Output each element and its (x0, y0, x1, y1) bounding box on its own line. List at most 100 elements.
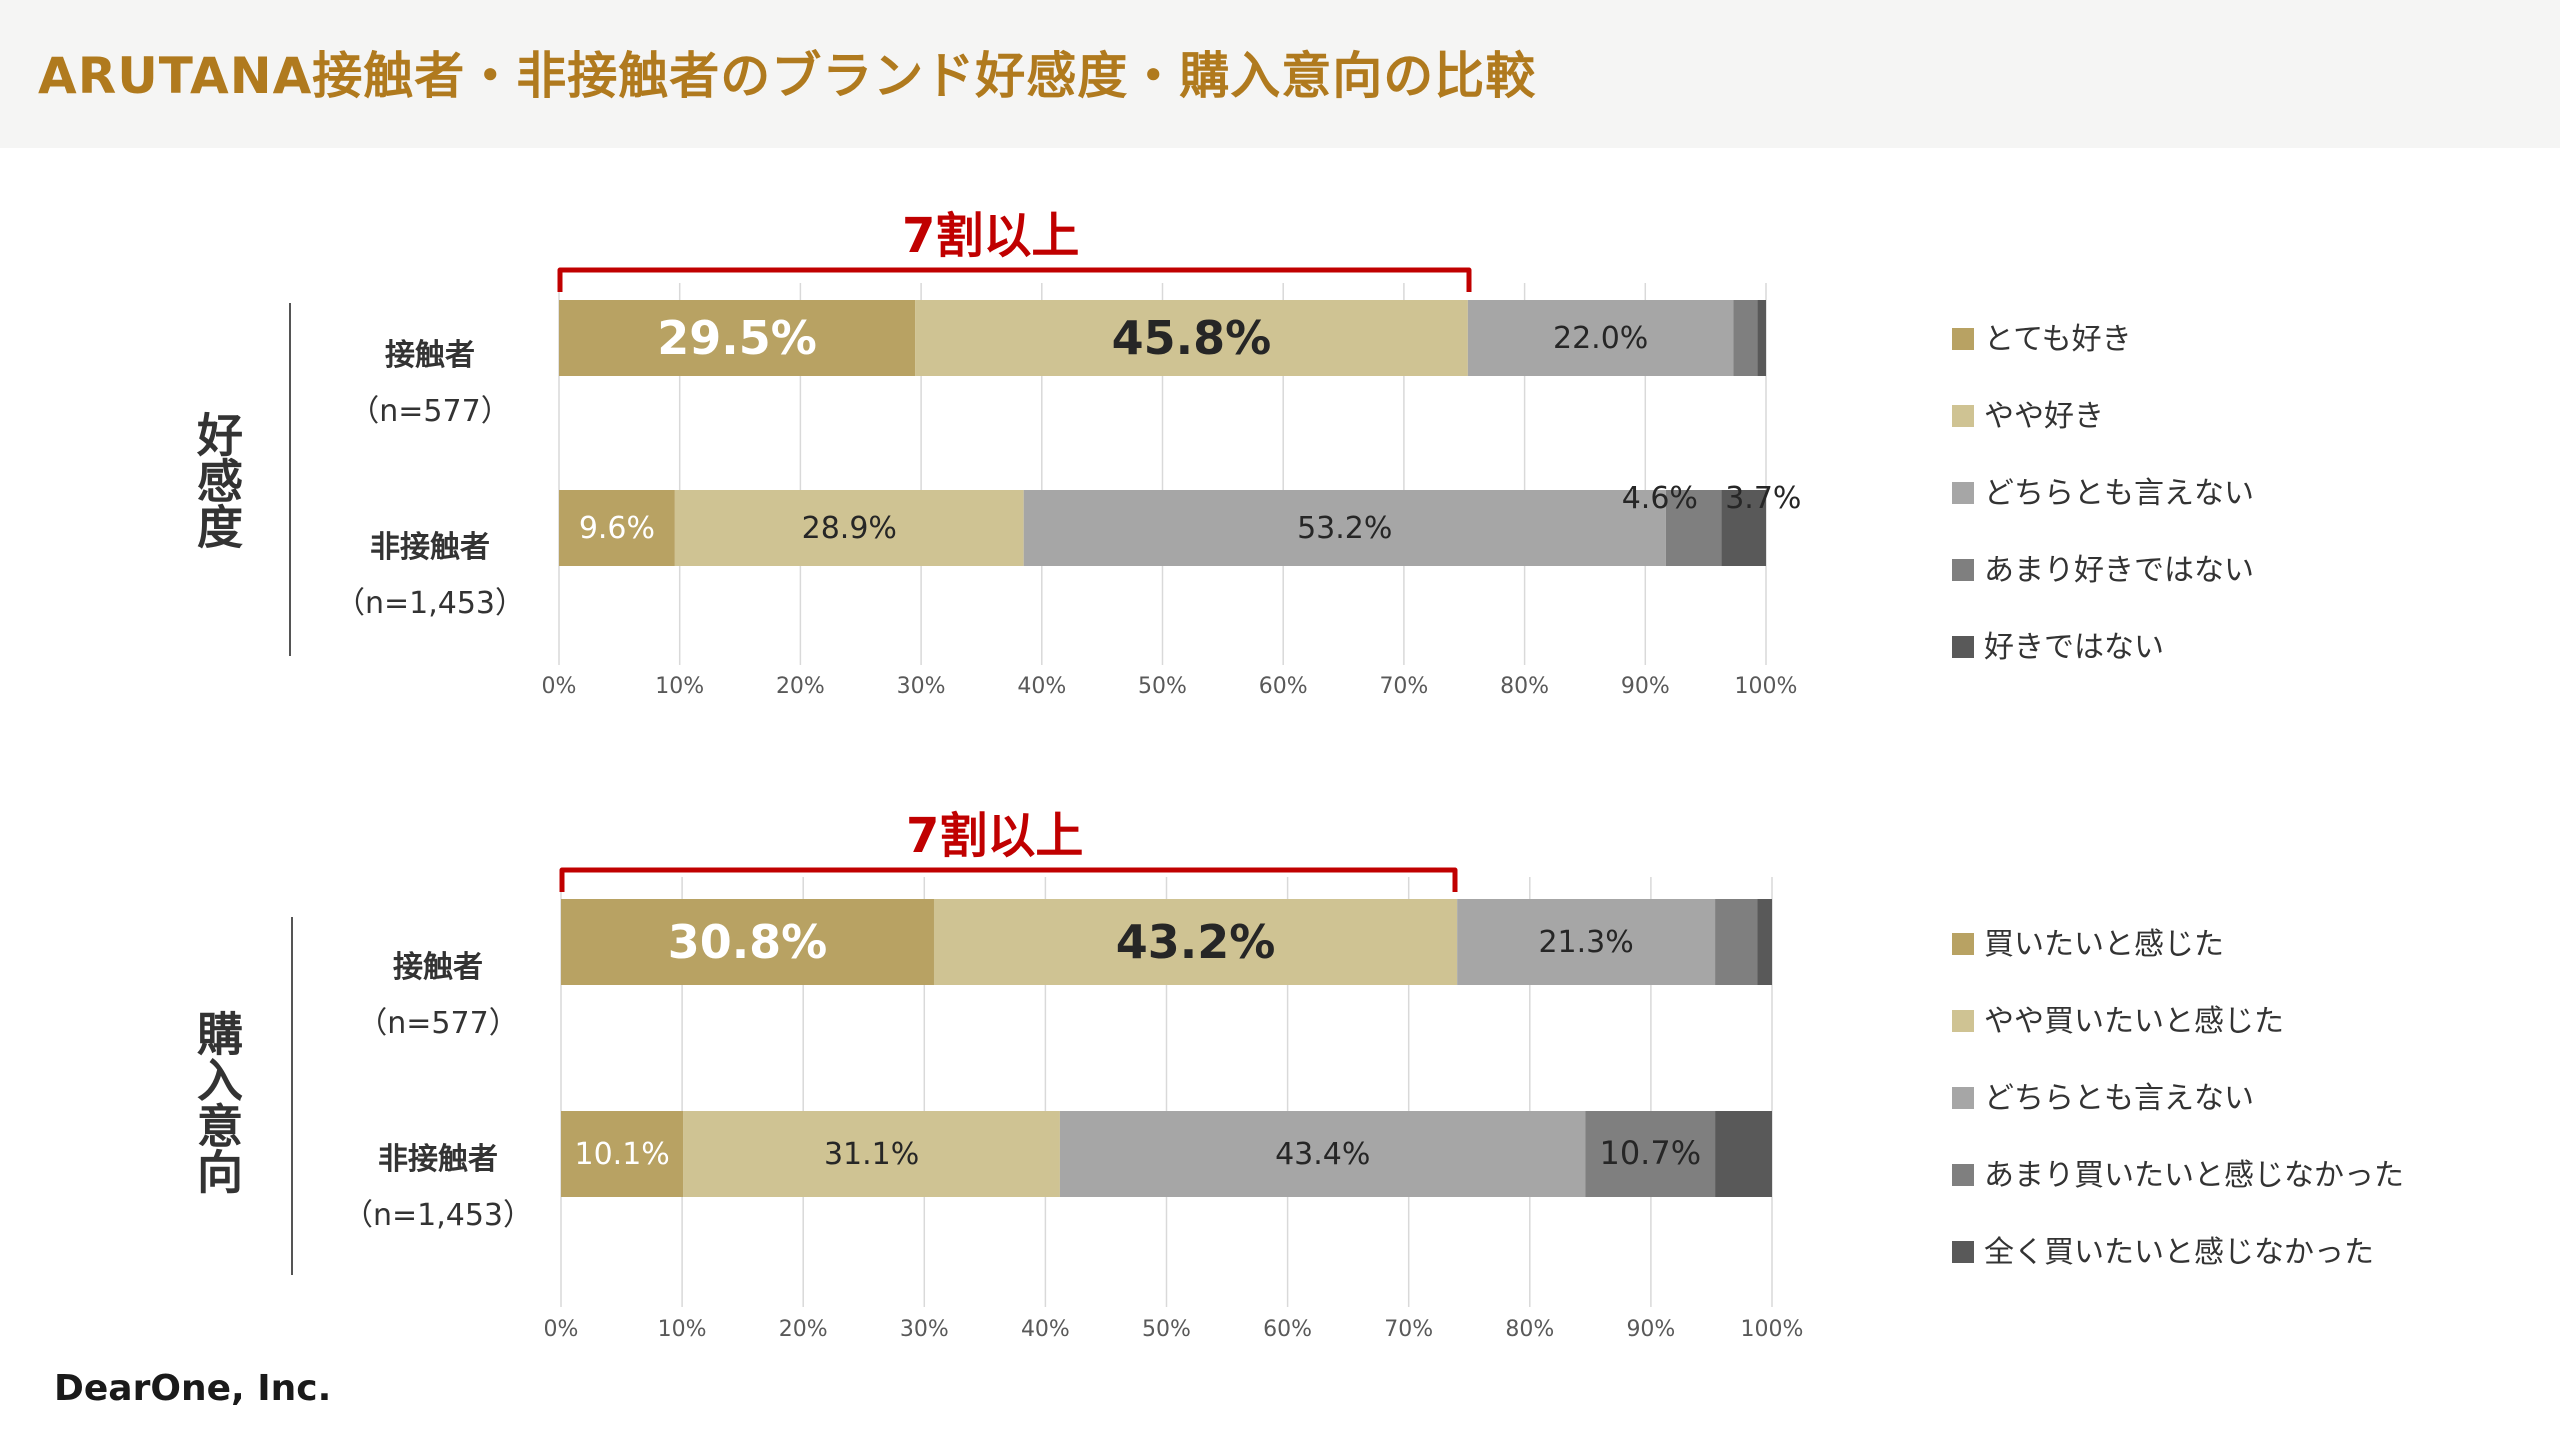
row-label-name: 非接触者 (378, 1142, 498, 1177)
row-label-noncontact-fav: 非接触者 （n=1,453） (330, 520, 530, 632)
x-tick-label: 70% (1379, 674, 1428, 699)
data-label: 4.6% (1622, 481, 1698, 516)
x-tick-label: 40% (1017, 674, 1066, 699)
legend-item: やや好き (1952, 397, 2104, 437)
bar-segment (933, 899, 1458, 985)
legend-swatch (1952, 1009, 1974, 1032)
legend-swatch (1952, 1240, 1974, 1263)
legend-label: どちらとも言えない (1984, 1081, 2254, 1116)
legend-swatch (1952, 481, 1974, 504)
data-label: 21.3% (1538, 925, 1633, 960)
bar-segment (1757, 300, 1766, 376)
bar-segment (1715, 899, 1758, 985)
data-label: 3.7% (1725, 481, 1801, 516)
x-tick-label: 20% (779, 1317, 828, 1342)
data-label: 10.7% (1599, 1134, 1701, 1172)
x-tick-label: 0% (544, 1317, 579, 1342)
legend-label: あまり好きではない (1984, 553, 2254, 588)
row-label-name: 非接触者 (370, 530, 490, 565)
bar-segment (559, 490, 675, 566)
bar-segment (1467, 300, 1734, 376)
bar-segment (1457, 899, 1716, 985)
section-divider-favorability (289, 303, 291, 656)
bar-segment (1733, 300, 1758, 376)
x-tick-label: 30% (897, 674, 946, 699)
legend-label: どちらとも言えない (1984, 476, 2254, 511)
data-label: 22.0% (1553, 321, 1648, 356)
callout-label-favorability: 7割以上 (902, 208, 1080, 264)
bar-segment (1585, 1111, 1716, 1197)
legend-swatch (1952, 558, 1974, 581)
x-tick-label: 100% (1735, 674, 1798, 699)
data-label: 53.2% (1297, 511, 1392, 546)
x-tick-label: 20% (776, 674, 825, 699)
bar-segment (1715, 1111, 1772, 1197)
x-tick-label: 90% (1626, 1317, 1675, 1342)
bar-segment (674, 490, 1024, 566)
bar-segment (561, 1111, 684, 1197)
row-label-noncontact-purchase: 非接触者 （n=1,453） (338, 1132, 538, 1244)
legend-label: やや買いたいと感じた (1984, 1004, 2284, 1039)
legend-item: 全く買いたいと感じなかった (1952, 1233, 2374, 1273)
callout-label-purchase: 7割以上 (906, 808, 1084, 864)
row-label-n: （n=1,453） (342, 1198, 534, 1233)
row-label-n: （n=577） (349, 394, 511, 429)
legend-item: 買いたいと感じた (1952, 925, 2224, 965)
x-tick-label: 70% (1384, 1317, 1433, 1342)
x-tick-label: 60% (1263, 1317, 1312, 1342)
header-bar: ARUTANA接触者・非接触者のブランド好感度・購入意向の比較 (0, 0, 2560, 148)
legend-swatch (1952, 327, 1974, 350)
section-label-favorability: 好感度 (190, 411, 244, 549)
legend-label: 好きではない (1984, 630, 2164, 665)
x-tick-label: 10% (655, 674, 704, 699)
data-label: 43.2% (1116, 915, 1276, 969)
data-label: 28.9% (802, 511, 897, 546)
row-label-contact-fav: 接触者 （n=577） (330, 328, 530, 440)
legend-swatch (1952, 404, 1974, 427)
legend-item: やや買いたいと感じた (1952, 1002, 2284, 1042)
bar-segment (1023, 490, 1666, 566)
legend-label: とても好き (1984, 322, 2132, 357)
legend-item: 好きではない (1952, 628, 2164, 668)
data-label: 29.5% (657, 311, 817, 365)
legend-label: やや好き (1984, 399, 2104, 434)
legend-item: あまり好きではない (1952, 551, 2254, 591)
callout-bracket (559, 867, 1458, 892)
x-tick-label: 80% (1505, 1317, 1554, 1342)
x-tick-label: 100% (1741, 1317, 1804, 1342)
company-logo: DearOne, Inc. (54, 1368, 332, 1409)
x-tick-label: 30% (900, 1317, 949, 1342)
data-label: 31.1% (824, 1137, 919, 1172)
x-tick-label: 80% (1500, 674, 1549, 699)
legend-swatch (1952, 1086, 1974, 1109)
page-title: ARUTANA接触者・非接触者のブランド好感度・購入意向の比較 (38, 47, 1537, 105)
data-label: 30.8% (668, 915, 828, 969)
row-label-n: （n=577） (357, 1006, 519, 1041)
legend-label: 買いたいと感じた (1984, 927, 2224, 962)
legend-swatch (1952, 932, 1974, 955)
legend-item: とても好き (1952, 320, 2132, 360)
bar-segment (1665, 490, 1722, 566)
bar-segment (915, 300, 1468, 376)
row-label-n: （n=1,453） (334, 586, 526, 621)
x-tick-label: 50% (1142, 1317, 1191, 1342)
legend-swatch (1952, 1163, 1974, 1186)
data-label: 10.1% (574, 1137, 669, 1172)
x-tick-label: 10% (658, 1317, 707, 1342)
x-tick-label: 50% (1138, 674, 1187, 699)
data-label: 9.6% (579, 511, 655, 546)
section-label-purchase: 購入意向 (190, 1010, 244, 1194)
legend-item: どちらとも言えない (1952, 474, 2254, 514)
section-divider-purchase (291, 917, 293, 1275)
bar-segment (1059, 1111, 1586, 1197)
data-label: 45.8% (1112, 311, 1272, 365)
bar-segment (1721, 490, 1766, 566)
row-label-name: 接触者 (385, 338, 475, 373)
legend-item: あまり買いたいと感じなかった (1952, 1156, 2404, 1196)
row-label-contact-purchase: 接触者 （n=577） (338, 940, 538, 1052)
x-tick-label: 90% (1621, 674, 1670, 699)
bar-segment (559, 300, 916, 376)
bar-segment (683, 1111, 1060, 1197)
legend-label: あまり買いたいと感じなかった (1984, 1158, 2404, 1193)
